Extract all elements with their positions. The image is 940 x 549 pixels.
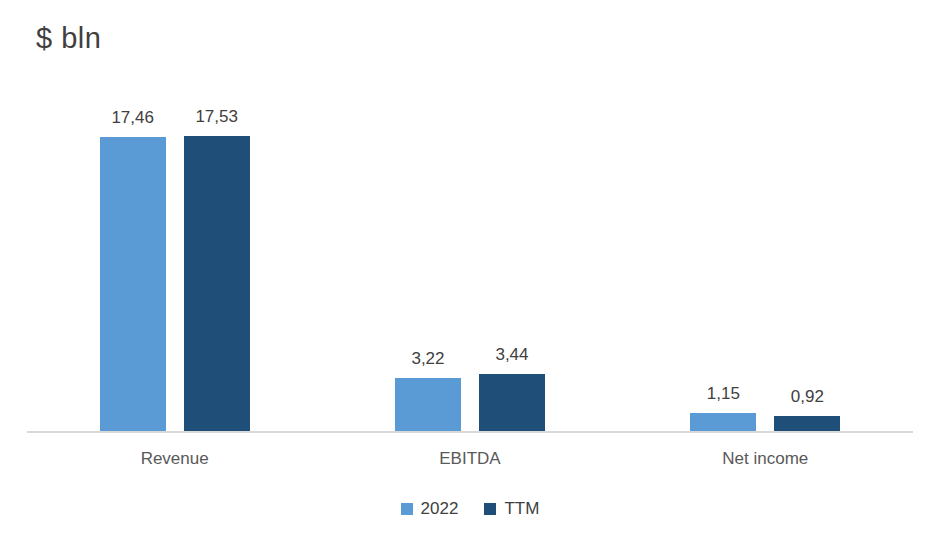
bar-2022 bbox=[395, 378, 461, 432]
bar-with-label: 0,92 bbox=[774, 387, 840, 432]
bar-ttm bbox=[184, 136, 250, 432]
category-label: EBITDA bbox=[322, 449, 617, 469]
legend-label: TTM bbox=[504, 499, 539, 519]
chart-title: $ bln bbox=[36, 22, 101, 55]
x-axis-line bbox=[27, 431, 913, 433]
category-label: Net income bbox=[618, 449, 913, 469]
category-labels: RevenueEBITDANet income bbox=[27, 449, 913, 469]
chart-container: $ bln 17,4617,533,223,441,150,92 Revenue… bbox=[0, 0, 940, 549]
bar-with-label: 1,15 bbox=[690, 384, 756, 432]
plot-area: 17,4617,53 3,22 3,44 1,15 0,92 bbox=[27, 136, 913, 432]
data-label: 17,46 bbox=[111, 108, 154, 128]
bar-with-label: 17,46 bbox=[100, 108, 166, 432]
category-label: Revenue bbox=[27, 449, 322, 469]
data-label: 17,53 bbox=[195, 107, 238, 127]
bar-2022 bbox=[690, 413, 756, 432]
legend: 2022 TTM bbox=[0, 499, 940, 519]
bar-group: 3,22 3,44 bbox=[322, 136, 617, 432]
legend-item: 2022 bbox=[401, 499, 459, 519]
legend-swatch-2022 bbox=[401, 503, 413, 515]
data-label: 0,92 bbox=[791, 387, 824, 407]
bar-with-label: 3,44 bbox=[479, 345, 545, 432]
bar-group: 1,15 0,92 bbox=[618, 136, 913, 432]
bar-2022 bbox=[100, 137, 166, 432]
bar-ttm bbox=[479, 374, 545, 432]
data-label: 3,44 bbox=[495, 345, 528, 365]
bar-with-label: 3,22 bbox=[395, 349, 461, 432]
data-label: 1,15 bbox=[707, 384, 740, 404]
data-label: 3,22 bbox=[411, 349, 444, 369]
legend-label: 2022 bbox=[421, 499, 459, 519]
bar-groups: 17,4617,53 3,22 3,44 1,15 0,92 bbox=[27, 136, 913, 432]
legend-swatch-ttm bbox=[484, 503, 496, 515]
bar-with-label: 17,53 bbox=[184, 107, 250, 432]
bar-ttm bbox=[774, 416, 840, 432]
legend-item: TTM bbox=[484, 499, 539, 519]
bar-group: 17,4617,53 bbox=[27, 136, 322, 432]
